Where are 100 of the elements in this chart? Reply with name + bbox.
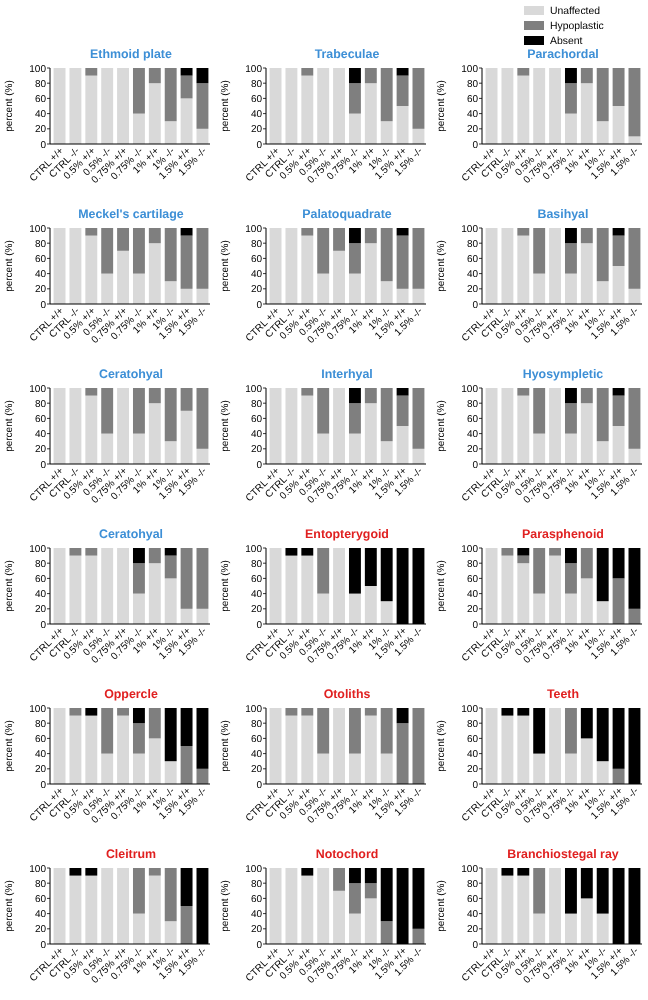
- bar: [596, 548, 609, 602]
- bar: [533, 388, 546, 434]
- bar: [380, 868, 393, 922]
- bar: [628, 548, 641, 609]
- bar: [396, 395, 409, 426]
- bar: [117, 228, 130, 251]
- bar: [69, 715, 82, 784]
- bar: [148, 738, 161, 784]
- bar: [612, 708, 625, 769]
- bar: [101, 273, 114, 304]
- bar: [180, 906, 193, 944]
- bar: [132, 708, 145, 724]
- bar: [285, 555, 298, 624]
- bar: [101, 708, 114, 754]
- bar: [301, 555, 314, 624]
- bar: [333, 250, 346, 304]
- bar: [164, 228, 177, 282]
- bar: [348, 883, 361, 914]
- bar: [132, 433, 145, 464]
- bar: [596, 388, 609, 442]
- bar: [117, 68, 130, 144]
- bar: [580, 68, 593, 84]
- bar: [396, 106, 409, 144]
- bar: [180, 608, 193, 624]
- bar: [164, 388, 177, 442]
- bar: [180, 98, 193, 144]
- bar: [580, 898, 593, 944]
- bar: [348, 243, 361, 274]
- bar: [501, 868, 514, 876]
- bar: [596, 121, 609, 144]
- bar: [164, 281, 177, 304]
- bar: [148, 83, 161, 144]
- bar: [580, 738, 593, 784]
- bar: [533, 273, 546, 304]
- bar: [549, 708, 562, 784]
- bar: [564, 68, 577, 84]
- bar: [301, 388, 314, 396]
- bar: [564, 228, 577, 244]
- bar: [196, 83, 209, 129]
- bar: [628, 228, 641, 289]
- bar: [596, 68, 609, 122]
- bar: [580, 868, 593, 899]
- bar: [364, 586, 377, 624]
- bar: [549, 388, 562, 464]
- bar: [612, 266, 625, 304]
- bar: [164, 68, 177, 122]
- bar: [301, 395, 314, 464]
- bar: [580, 548, 593, 579]
- bar: [533, 228, 546, 274]
- bar: [380, 548, 393, 602]
- bar: [364, 388, 377, 404]
- bar: [348, 753, 361, 784]
- bar: [348, 228, 361, 244]
- bar: [396, 708, 409, 724]
- bar: [132, 563, 145, 594]
- bar: [348, 68, 361, 84]
- bar: [285, 68, 298, 144]
- bar: [69, 875, 82, 944]
- bar: [164, 868, 177, 922]
- bar: [148, 875, 161, 944]
- bar: [564, 753, 577, 784]
- bar: [180, 288, 193, 304]
- bar: [196, 68, 209, 84]
- bar: [333, 548, 346, 624]
- bar: [364, 708, 377, 716]
- bar: [164, 441, 177, 464]
- bar: [596, 708, 609, 762]
- bar: [69, 555, 82, 624]
- bar: [396, 228, 409, 236]
- bar: [164, 578, 177, 624]
- bar: [85, 548, 98, 556]
- bar: [317, 273, 330, 304]
- bar: [285, 715, 298, 784]
- bar: [180, 708, 193, 746]
- bar: [364, 548, 377, 586]
- bar: [396, 723, 409, 784]
- bar: [517, 235, 530, 304]
- bar: [164, 708, 177, 762]
- bar: [317, 593, 330, 624]
- bar: [564, 563, 577, 594]
- bar: [101, 388, 114, 434]
- bar: [501, 555, 514, 624]
- bar: [580, 708, 593, 739]
- bar: [132, 753, 145, 784]
- bar: [396, 388, 409, 396]
- bar: [317, 388, 330, 434]
- bar: [69, 548, 82, 556]
- bar: [85, 75, 98, 144]
- bar: [348, 83, 361, 114]
- bar: [180, 410, 193, 464]
- bar: [180, 68, 193, 76]
- bar: [380, 753, 393, 784]
- bar: [596, 228, 609, 282]
- bar: [317, 228, 330, 274]
- bar: [348, 913, 361, 944]
- bar: [85, 875, 98, 944]
- bar: [348, 868, 361, 884]
- bar: [549, 68, 562, 144]
- bar: [564, 868, 577, 914]
- bar: [333, 388, 346, 464]
